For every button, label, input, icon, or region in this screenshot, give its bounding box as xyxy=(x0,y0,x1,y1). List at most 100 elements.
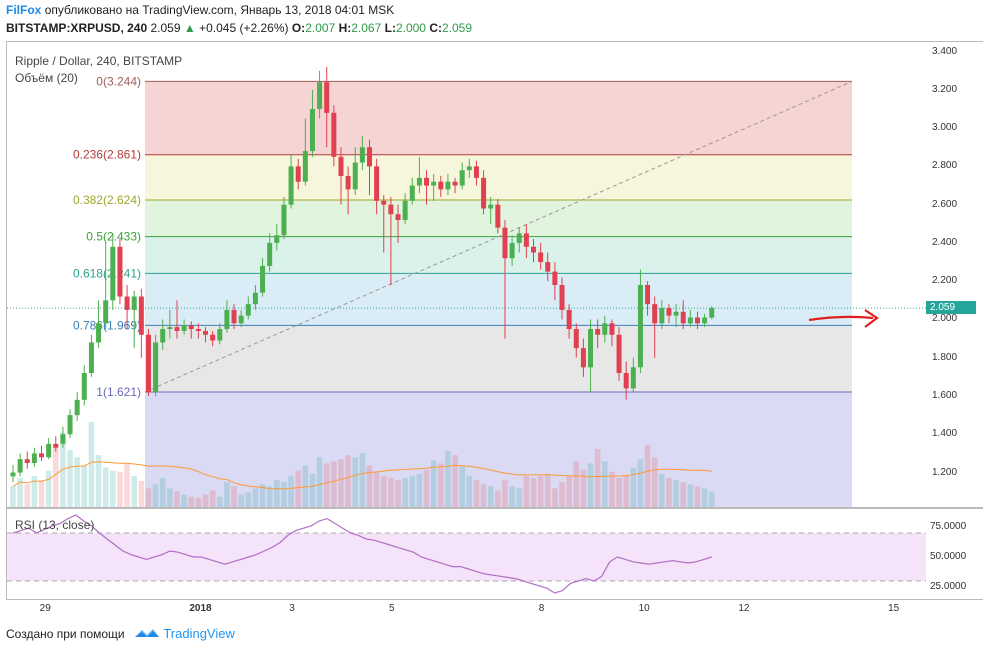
candle-body xyxy=(117,246,123,297)
candle-body xyxy=(459,170,465,186)
rsi-axis-tick: 25.0000 xyxy=(930,581,967,592)
volume-bar xyxy=(537,475,544,507)
volume-bar xyxy=(24,484,31,507)
candle-body xyxy=(145,334,151,393)
volume-bar xyxy=(188,496,195,507)
time-axis-tick: 5 xyxy=(389,603,395,614)
volume-bar xyxy=(10,486,16,507)
volume-bar xyxy=(409,475,416,507)
volume-bar xyxy=(708,491,715,507)
volume-bar xyxy=(566,475,572,507)
volume-bar xyxy=(231,486,237,507)
volume-bar xyxy=(38,481,45,507)
candle-body xyxy=(245,304,251,316)
candle-body xyxy=(217,329,223,341)
candle-body xyxy=(652,304,658,324)
volume-bar xyxy=(452,455,458,507)
candle-body xyxy=(481,177,487,209)
low-label: L: xyxy=(384,21,396,35)
price-axis-tick: 2.800 xyxy=(932,160,958,172)
price-axis-tick: 3.400 xyxy=(932,45,958,57)
fib-level-label: 0(3.244) xyxy=(96,74,141,88)
candle-body xyxy=(438,181,444,190)
volume-bar xyxy=(345,455,351,507)
candle-body xyxy=(424,177,430,186)
candle-body xyxy=(395,214,401,220)
candle-body xyxy=(495,204,501,228)
fib-level-label: 0.236(2.861) xyxy=(73,148,141,162)
last-price-label: 2.059 xyxy=(926,301,976,315)
volume-bar xyxy=(430,460,437,507)
candle-body xyxy=(324,82,330,113)
rsi-chart[interactable] xyxy=(7,509,926,599)
price-chart[interactable]: 0(3.244) 0.236(2.861) 0.382(2.624) 0.5(2.43… xyxy=(7,42,926,507)
volume-bar xyxy=(630,467,637,507)
volume-bar xyxy=(623,475,629,507)
volume-bar xyxy=(680,482,687,507)
candle-body xyxy=(637,285,643,368)
candle-body xyxy=(309,108,315,152)
candle-body xyxy=(210,334,216,341)
fib-level-label: 1(1.621) xyxy=(96,385,141,399)
up-arrow-icon: ▲ xyxy=(183,21,196,35)
time-axis[interactable]: 29 2018 3 5 8 10 12 15 xyxy=(6,599,982,620)
publication-line: FilFox опубликовано на TradingView.com, … xyxy=(6,3,394,17)
volume-bar xyxy=(352,457,359,507)
volume-bar xyxy=(74,457,80,507)
candle-body xyxy=(374,166,380,201)
time-axis-tick: 3 xyxy=(289,603,295,614)
candle-body xyxy=(88,342,94,374)
volume-bar xyxy=(480,484,487,507)
rsi-pane[interactable]: RSI (13, close) xyxy=(6,508,927,600)
candle-body xyxy=(452,181,458,186)
volume-bar xyxy=(145,488,152,507)
volume-bar xyxy=(274,480,280,507)
candle-body xyxy=(281,204,287,236)
candle-body xyxy=(509,242,515,259)
volume-bar xyxy=(616,477,622,507)
volume-bar xyxy=(644,444,651,507)
candle-body xyxy=(46,443,52,458)
candle-body xyxy=(31,453,37,463)
candle-body xyxy=(96,323,102,343)
author-link[interactable]: FilFox xyxy=(6,3,42,17)
candle-body xyxy=(274,235,280,243)
rsi-axis[interactable]: 75.0000 50.0000 25.0000 xyxy=(926,508,983,600)
volume-bar xyxy=(117,471,123,507)
price-chart-pane[interactable]: 0(3.244) 0.236(2.861) 0.382(2.624) 0.5(2.43… xyxy=(6,41,927,508)
candle-body xyxy=(302,151,308,182)
candle-body xyxy=(545,262,551,272)
candle-body xyxy=(702,317,708,324)
volume-bar xyxy=(81,465,88,507)
volume-bar xyxy=(181,494,187,507)
volume-bar xyxy=(438,463,444,507)
time-axis-tick: 2018 xyxy=(189,603,212,614)
volume-bar xyxy=(216,496,223,507)
volume-bar xyxy=(95,455,102,507)
volume-bar xyxy=(309,473,316,507)
volume-bar xyxy=(45,470,52,507)
volume-bar xyxy=(152,484,159,507)
volume-bar xyxy=(587,463,594,507)
volume-bar xyxy=(523,475,530,507)
symbol-name: BITSTAMP:XRPUSD, 240 xyxy=(6,21,148,35)
candle-body xyxy=(67,415,73,435)
tradingview-link[interactable]: TradingView xyxy=(163,626,235,641)
price-axis[interactable]: 3.400 3.200 3.000 2.800 2.600 2.400 2.200 2.000… xyxy=(926,41,983,508)
candle-body xyxy=(260,265,266,293)
price-axis-tick: 2.200 xyxy=(932,275,958,287)
candle-body xyxy=(295,166,301,182)
last-price: 2.059 xyxy=(150,21,181,35)
fib-level-label: 0.618(2.241) xyxy=(73,266,141,280)
volume-bar xyxy=(316,457,323,507)
volume-bar xyxy=(331,461,337,507)
candle-body xyxy=(666,307,672,316)
volume-bar xyxy=(252,488,259,507)
volume-bar xyxy=(195,497,202,507)
volume-bar xyxy=(380,475,387,507)
volume-bar xyxy=(110,470,116,507)
candle-body xyxy=(195,329,201,331)
candle-body xyxy=(167,327,173,330)
fib-zone xyxy=(145,325,852,392)
volume-bar xyxy=(52,444,59,507)
